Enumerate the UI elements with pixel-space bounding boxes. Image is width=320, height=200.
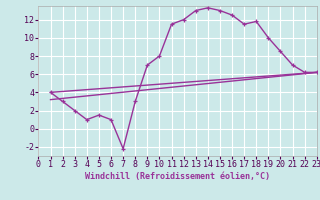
X-axis label: Windchill (Refroidissement éolien,°C): Windchill (Refroidissement éolien,°C) (85, 172, 270, 181)
